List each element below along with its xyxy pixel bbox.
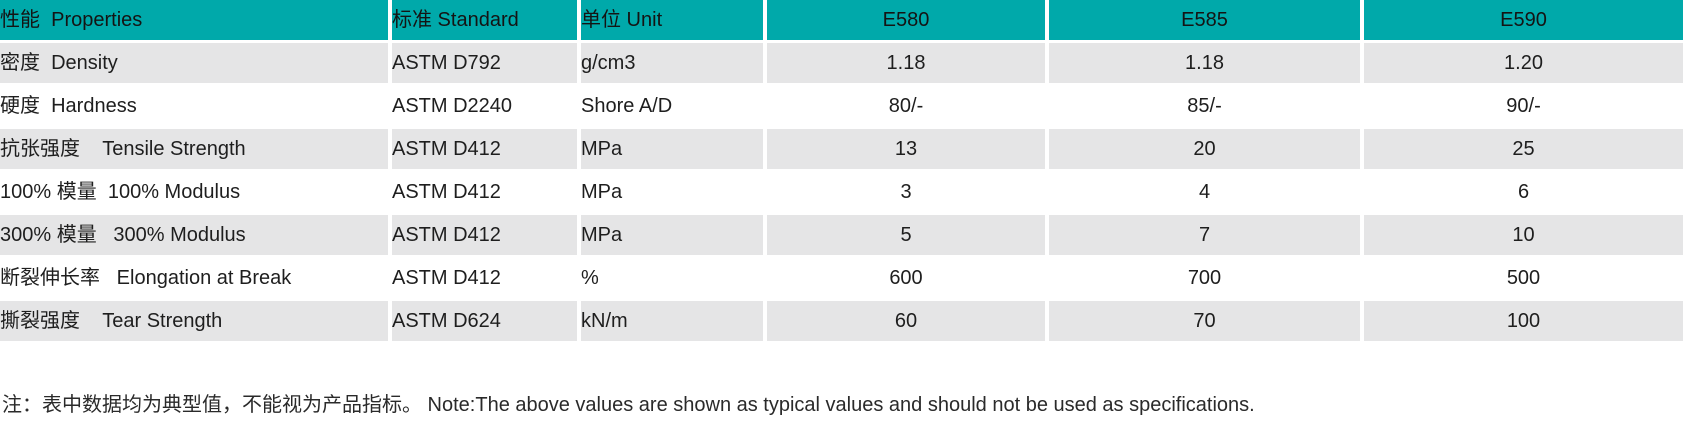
cell-property: 100% 模量 100% Modulus	[0, 170, 392, 215]
col-header-e580: E580	[765, 0, 1049, 43]
cell-unit: g/cm3	[579, 41, 767, 86]
table-row-hardness: 硬度 Hardness ASTM D2240 Shore A/D 80/- 85…	[0, 84, 1683, 129]
cell-unit: %	[579, 256, 767, 301]
cell-property: 撕裂强度 Tear Strength	[0, 299, 392, 344]
cell-e585: 20	[1047, 127, 1364, 172]
cell-property: 抗张强度 Tensile Strength	[0, 127, 392, 172]
cell-e580: 600	[765, 256, 1049, 301]
col-header-standard: 标准 Standard	[390, 0, 581, 43]
cell-standard: ASTM D412	[390, 170, 581, 215]
cell-e590: 90/-	[1362, 84, 1683, 129]
cell-standard: ASTM D624	[390, 299, 581, 344]
cell-unit: MPa	[579, 213, 767, 258]
cell-e580: 5	[765, 213, 1049, 258]
cell-e585: 700	[1047, 256, 1364, 301]
table-row-elongation: 断裂伸长率 Elongation at Break ASTM D412 % 60…	[0, 256, 1683, 301]
cell-e590: 500	[1362, 256, 1683, 301]
cell-unit: Shore A/D	[579, 84, 767, 129]
col-header-e590: E590	[1362, 0, 1683, 43]
cell-e590: 10	[1362, 213, 1683, 258]
cell-unit: kN/m	[579, 299, 767, 344]
table-row-100-modulus: 100% 模量 100% Modulus ASTM D412 MPa 3 4 6	[0, 170, 1683, 215]
cell-e590: 1.20	[1362, 41, 1683, 86]
cell-e585: 4	[1047, 170, 1364, 215]
cell-unit: MPa	[579, 170, 767, 215]
cell-standard: ASTM D412	[390, 213, 581, 258]
cell-e580: 80/-	[765, 84, 1049, 129]
cell-e585: 1.18	[1047, 41, 1364, 86]
header-row: 性能 Properties 标准 Standard 单位 Unit E580 E…	[0, 0, 1683, 43]
col-header-properties: 性能 Properties	[0, 0, 392, 43]
cell-standard: ASTM D412	[390, 127, 581, 172]
cell-e590: 6	[1362, 170, 1683, 215]
col-header-unit: 单位 Unit	[579, 0, 767, 43]
table-row-300-modulus: 300% 模量 300% Modulus ASTM D412 MPa 5 7 1…	[0, 213, 1683, 258]
cell-property: 300% 模量 300% Modulus	[0, 213, 392, 258]
cell-e585: 85/-	[1047, 84, 1364, 129]
cell-e585: 7	[1047, 213, 1364, 258]
cell-unit: MPa	[579, 127, 767, 172]
cell-e580: 13	[765, 127, 1049, 172]
footnote: 注：表中数据均为典型值，不能视为产品指标。 Note:The above val…	[2, 394, 1255, 416]
cell-property: 断裂伸长率 Elongation at Break	[0, 256, 392, 301]
cell-e590: 100	[1362, 299, 1683, 344]
cell-e585: 70	[1047, 299, 1364, 344]
cell-e580: 1.18	[765, 41, 1049, 86]
cell-e580: 60	[765, 299, 1049, 344]
cell-e590: 25	[1362, 127, 1683, 172]
cell-e580: 3	[765, 170, 1049, 215]
table-row-density: 密度 Density ASTM D792 g/cm3 1.18 1.18 1.2…	[0, 41, 1683, 86]
properties-table: 性能 Properties 标准 Standard 单位 Unit E580 E…	[0, 0, 1683, 344]
cell-property: 硬度 Hardness	[0, 84, 392, 129]
cell-standard: ASTM D2240	[390, 84, 581, 129]
cell-property: 密度 Density	[0, 41, 392, 86]
table-row-tear-strength: 撕裂强度 Tear Strength ASTM D624 kN/m 60 70 …	[0, 299, 1683, 344]
cell-standard: ASTM D412	[390, 256, 581, 301]
col-header-e585: E585	[1047, 0, 1364, 43]
datasheet-page: 性能 Properties 标准 Standard 单位 Unit E580 E…	[0, 0, 1683, 416]
table-row-tensile-strength: 抗张强度 Tensile Strength ASTM D412 MPa 13 2…	[0, 127, 1683, 172]
cell-standard: ASTM D792	[390, 41, 581, 86]
